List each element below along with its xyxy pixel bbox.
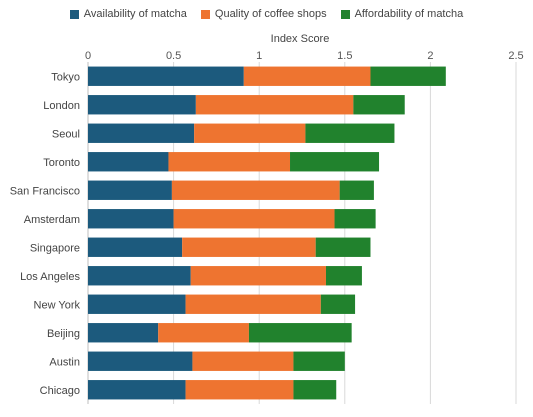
bar-segment xyxy=(339,180,374,200)
bar-segment xyxy=(293,380,337,400)
y-tick-label: Tokyo xyxy=(51,71,80,83)
x-tick-label: 0 xyxy=(85,50,91,62)
bar-segment xyxy=(88,237,183,257)
bar-segment xyxy=(370,66,446,86)
y-tick-label: Toronto xyxy=(43,157,80,169)
bar-segment xyxy=(290,152,380,172)
legend-item-quality: Quality of coffee shops xyxy=(200,8,327,20)
bar-segment xyxy=(182,237,316,257)
bar-segment xyxy=(168,152,291,172)
bar-segment xyxy=(88,380,186,400)
y-tick-label: Los Angeles xyxy=(20,271,80,283)
bar-segment xyxy=(88,209,174,229)
bar-segment xyxy=(194,123,306,143)
bar-segment xyxy=(195,95,354,115)
legend-label-quality: Quality of coffee shops xyxy=(214,8,327,20)
bar-segment xyxy=(88,180,172,200)
bar-segment xyxy=(190,266,326,286)
legend-swatch-affordability xyxy=(340,9,350,19)
bar-segment xyxy=(88,95,196,115)
x-tick-label: 1.5 xyxy=(337,50,352,62)
x-tick-label: 2.5 xyxy=(508,50,523,62)
bar-segment xyxy=(171,180,340,200)
bar-segment xyxy=(325,266,362,286)
bar-segment xyxy=(88,66,244,86)
bar-segment xyxy=(88,323,159,343)
bar-segment xyxy=(293,351,345,371)
bar-segment xyxy=(353,95,405,115)
y-tick-label: San Francisco xyxy=(10,185,80,197)
legend-item-availability: Availability of matcha xyxy=(69,8,187,20)
legend-item-affordability: Affordability of matcha xyxy=(340,8,464,20)
bar-segment xyxy=(88,294,186,314)
legend-label-affordability: Affordability of matcha xyxy=(354,8,464,20)
y-tick-label: Beijing xyxy=(47,328,80,340)
legend: Availability of matcha Quality of coffee… xyxy=(0,8,533,20)
bar-segment xyxy=(320,294,356,314)
y-tick-label: Singapore xyxy=(30,242,80,254)
bar-segment xyxy=(315,237,371,257)
bar-segment xyxy=(88,266,191,286)
y-tick-label: Amsterdam xyxy=(24,214,80,226)
bar-segment xyxy=(334,209,376,229)
legend-swatch-quality xyxy=(200,9,210,19)
y-tick-label: Seoul xyxy=(52,128,80,140)
bar-segment xyxy=(158,323,249,343)
y-tick-label: Chicago xyxy=(40,385,80,397)
bar-segment xyxy=(305,123,395,143)
bar-segment xyxy=(185,294,321,314)
bar-segment xyxy=(88,152,169,172)
bar-segment xyxy=(88,351,193,371)
bar-segment xyxy=(185,380,294,400)
x-tick-label: 2 xyxy=(427,50,433,62)
y-tick-label: Austin xyxy=(49,356,80,368)
x-axis-title: Index Score xyxy=(270,33,330,45)
bar-segment xyxy=(88,123,195,143)
bar-segment xyxy=(173,209,335,229)
legend-swatch-availability xyxy=(69,9,79,19)
y-tick-label: London xyxy=(43,100,80,112)
bar-segment xyxy=(192,351,294,371)
bar-segment xyxy=(243,66,371,86)
legend-label-availability: Availability of matcha xyxy=(83,8,187,20)
y-tick-label: New York xyxy=(34,299,81,311)
x-tick-label: 0.5 xyxy=(166,50,181,62)
bar-segment xyxy=(248,323,352,343)
x-tick-label: 1 xyxy=(256,50,262,62)
